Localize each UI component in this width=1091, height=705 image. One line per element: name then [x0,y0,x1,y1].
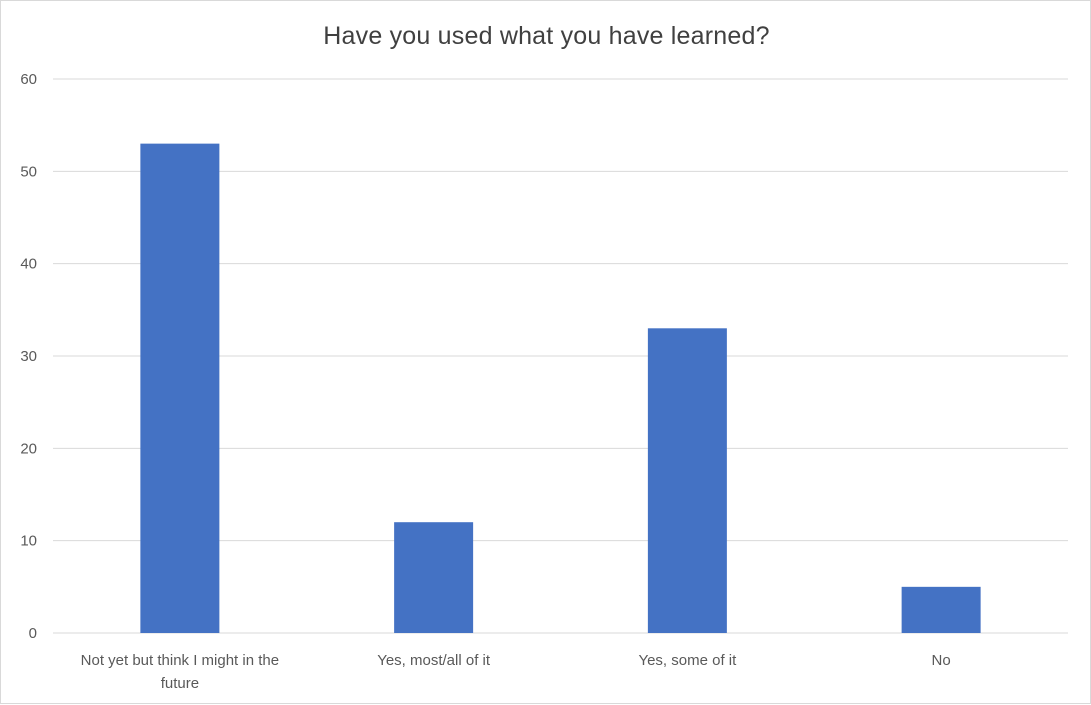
category-label-4: No [932,652,951,669]
bar-1 [140,143,220,633]
y-tick-label-30: 30 [20,348,37,365]
bar-4 [901,586,981,633]
bar-2 [394,522,474,633]
chart-title: Have you used what you have learned? [323,22,770,50]
category-label-1-line-2: future [161,675,199,692]
category-label-3: Yes, some of it [638,652,737,669]
y-tick-label-0: 0 [29,625,37,642]
category-label-2: Yes, most/all of it [377,652,491,669]
y-tick-label-60: 60 [20,71,37,88]
category-label-1-line-1: Not yet but think I might in the [81,652,279,669]
y-tick-label-10: 10 [20,533,37,550]
bar-3 [647,328,727,633]
y-tick-label-40: 40 [20,256,37,273]
y-tick-label-20: 20 [20,440,37,457]
y-tick-label-50: 50 [20,163,37,180]
